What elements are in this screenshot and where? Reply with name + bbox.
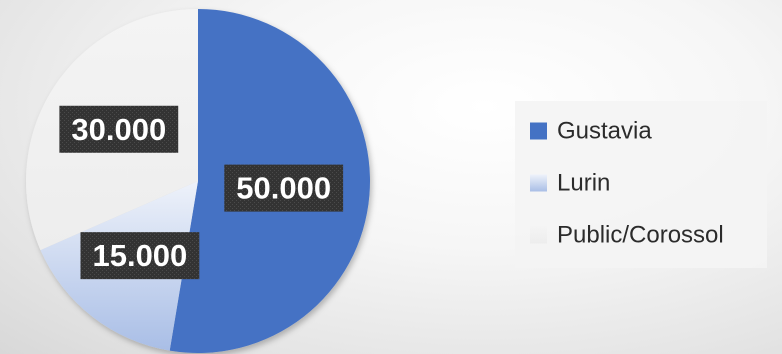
legend-item-public-corossol: Public/Corossol [530, 222, 724, 249]
legend-label: Lurin [557, 170, 610, 197]
data-label-background [59, 105, 179, 153]
legend: Gustavia Lurin Public/Corossol [515, 101, 767, 268]
legend-label: Public/Corossol [557, 222, 724, 249]
legend-item-gustavia: Gustavia [530, 118, 652, 145]
data-label-background [224, 164, 344, 212]
data-label-text: 50.000 [236, 171, 331, 206]
data-label-background [80, 232, 200, 280]
data-label-text: 30.000 [71, 112, 166, 147]
legend-swatch [530, 226, 547, 244]
legend-item-lurin: Lurin [530, 170, 610, 197]
legend-swatch [530, 174, 547, 192]
data-label-public-corossol: 30.000 [59, 105, 179, 153]
legend-label: Gustavia [557, 118, 652, 145]
data-label-lurin: 15.000 [80, 232, 200, 280]
data-label-text: 15.000 [92, 238, 187, 273]
legend-box [515, 101, 767, 268]
data-label-gustavia: 50.000 [224, 164, 344, 212]
legend-swatch [530, 122, 547, 140]
